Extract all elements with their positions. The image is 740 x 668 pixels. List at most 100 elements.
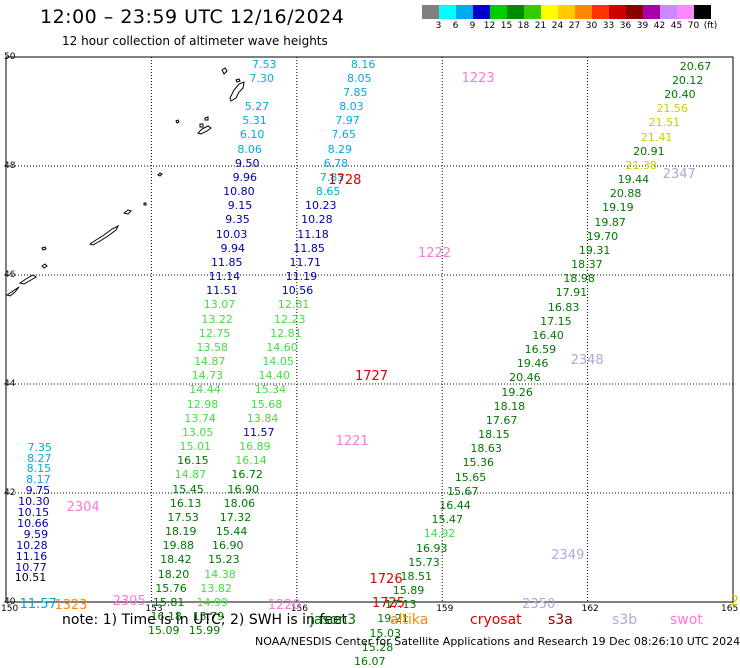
wave-height-value: 21.56 bbox=[656, 102, 688, 116]
wave-height-value: 19.44 bbox=[617, 173, 650, 187]
wave-height-value: 15.45 bbox=[172, 482, 204, 496]
wave-height-value: 15.65 bbox=[454, 470, 487, 484]
wave-height-value: 16.40 bbox=[532, 328, 564, 342]
wave-height-value: 8.03 bbox=[339, 100, 364, 114]
map-canvas bbox=[5, 56, 734, 603]
wave-height-value: 20.46 bbox=[509, 371, 541, 385]
wave-height-value: 15.23 bbox=[208, 553, 240, 567]
wave-height-value: 16.14 bbox=[235, 454, 267, 468]
wave-height-value: 17.67 bbox=[485, 413, 518, 427]
wave-height-value: 18.63 bbox=[470, 442, 502, 456]
wave-height-value: 17.13 bbox=[385, 598, 417, 612]
color-swatch bbox=[490, 5, 507, 19]
wave-height-value: 14.99 bbox=[196, 596, 228, 609]
pass-time-label: 1323 bbox=[54, 597, 88, 613]
map-title: 12:00 – 23:59 UTC 12/16/2024 bbox=[40, 6, 345, 28]
wave-height-value: 20.40 bbox=[664, 88, 696, 102]
wave-height-value: 12.75 bbox=[198, 326, 231, 340]
wave-height-value: 11.71 bbox=[289, 255, 322, 269]
legend-entry: s3b bbox=[612, 612, 638, 628]
color-scale-label: 24 bbox=[551, 21, 564, 31]
wave-height-value: 7.65 bbox=[331, 128, 356, 142]
wave-height-value: 7.97 bbox=[335, 114, 360, 128]
wave-height-value: 11.51 bbox=[206, 284, 238, 298]
wave-height-value: 7.30 bbox=[249, 71, 275, 85]
color-scale-label: 30 bbox=[585, 21, 598, 31]
wave-height-value: 15.28 bbox=[361, 640, 394, 654]
wave-height-value: 10.66 bbox=[17, 516, 49, 530]
wave-height-value: 19.21 bbox=[377, 612, 409, 626]
pass-time-label: 2305 bbox=[112, 593, 146, 609]
pass-time-label: 2349 bbox=[551, 548, 585, 564]
color-scale-label: 3 bbox=[435, 21, 442, 31]
pass-time-label: 1223 bbox=[461, 70, 495, 86]
wave-height-value: 14.60 bbox=[266, 340, 298, 354]
wave-height-value: 19.46 bbox=[516, 357, 549, 371]
wave-height-value: 6.10 bbox=[239, 128, 265, 142]
wave-height-value: 15.73 bbox=[408, 555, 440, 569]
wave-height-value: 19.87 bbox=[594, 215, 626, 229]
color-swatch bbox=[439, 5, 456, 19]
wave-height-value: 13.74 bbox=[184, 411, 216, 425]
legend-entry: swot bbox=[670, 612, 703, 628]
wave-height-value: 11.57 bbox=[243, 425, 275, 439]
wave-height-value: 8.05 bbox=[346, 71, 372, 85]
color-swatch bbox=[558, 5, 575, 19]
wave-height-value: 16.93 bbox=[416, 541, 448, 555]
wave-height-value: 13.82 bbox=[200, 581, 232, 595]
wave-height-value: 18.51 bbox=[400, 569, 433, 583]
wave-height-value: 15.01 bbox=[179, 440, 212, 454]
map-subtitle: 12 hour collection of altimeter wave hei… bbox=[62, 34, 328, 48]
wave-height-value: 9.59 bbox=[23, 527, 49, 541]
pass-time-label: 2350 bbox=[522, 596, 556, 612]
wave-height-value: 17.91 bbox=[555, 286, 588, 300]
wave-height-value: 17.32 bbox=[219, 510, 252, 524]
wave-height-value: 7.85 bbox=[343, 85, 368, 99]
wave-height-value: 14.87 bbox=[174, 468, 207, 482]
wave-height-value: 19.88 bbox=[162, 539, 195, 553]
color-swatch bbox=[524, 5, 541, 19]
wave-height-value: 8.65 bbox=[315, 185, 341, 199]
wave-height-value: 8.29 bbox=[327, 142, 353, 156]
wave-height-value: 18.15 bbox=[478, 428, 510, 442]
color-scale-label: 39 bbox=[636, 21, 649, 31]
color-scale-label: 33 bbox=[602, 21, 615, 31]
wave-height-value: 21.51 bbox=[648, 116, 681, 130]
color-scale-label: 15 bbox=[500, 21, 513, 31]
color-swatch bbox=[592, 5, 609, 19]
pass-time-label: 1221 bbox=[335, 433, 369, 449]
wave-height-value: 7.53 bbox=[251, 57, 277, 71]
color-scale-bar bbox=[422, 5, 711, 19]
pass-time-label: 1728 bbox=[328, 172, 362, 188]
pass-time-label: 1726 bbox=[369, 572, 403, 588]
wave-height-value: 16.59 bbox=[524, 343, 557, 357]
wave-height-value: 9.35 bbox=[225, 213, 250, 227]
color-swatch bbox=[694, 5, 711, 19]
color-swatch bbox=[422, 5, 439, 19]
wave-height-value: 11.16 bbox=[15, 549, 48, 563]
color-swatch bbox=[507, 5, 524, 19]
wave-height-value: 11.85 bbox=[293, 241, 325, 255]
footer-credit: NOAA/NESDIS Center for Satellite Applica… bbox=[255, 635, 740, 648]
wave-height-value: 15.76 bbox=[155, 581, 187, 595]
color-swatch bbox=[609, 5, 626, 19]
pass-time-label: 2304 bbox=[66, 500, 100, 516]
wave-height-value: 14.87 bbox=[194, 355, 226, 369]
wave-height-value: 15.67 bbox=[447, 484, 479, 498]
latitude-tick-label: 48 bbox=[4, 161, 16, 171]
wave-height-value: 7.35 bbox=[27, 440, 53, 454]
latitude-tick-label: 40 bbox=[4, 597, 16, 607]
longitude-tick-label: 162 bbox=[581, 604, 599, 614]
wave-height-value: 9.15 bbox=[227, 199, 253, 213]
color-scale-label: 18 bbox=[517, 21, 530, 31]
wave-height-value: 9.96 bbox=[232, 170, 258, 184]
longitude-tick-label: 153 bbox=[145, 604, 163, 614]
wave-height-value: 19.26 bbox=[501, 385, 533, 399]
wave-height-value: 15.47 bbox=[431, 513, 464, 527]
wave-height-value: 12.81 bbox=[270, 326, 302, 340]
wave-height-value: 13.05 bbox=[181, 425, 214, 439]
wave-height-value: 16.89 bbox=[239, 440, 271, 454]
wave-height-value: 10.03 bbox=[215, 227, 248, 241]
wave-height-value: 20.88 bbox=[609, 187, 642, 201]
pass-time-label: 1222 bbox=[417, 246, 452, 262]
